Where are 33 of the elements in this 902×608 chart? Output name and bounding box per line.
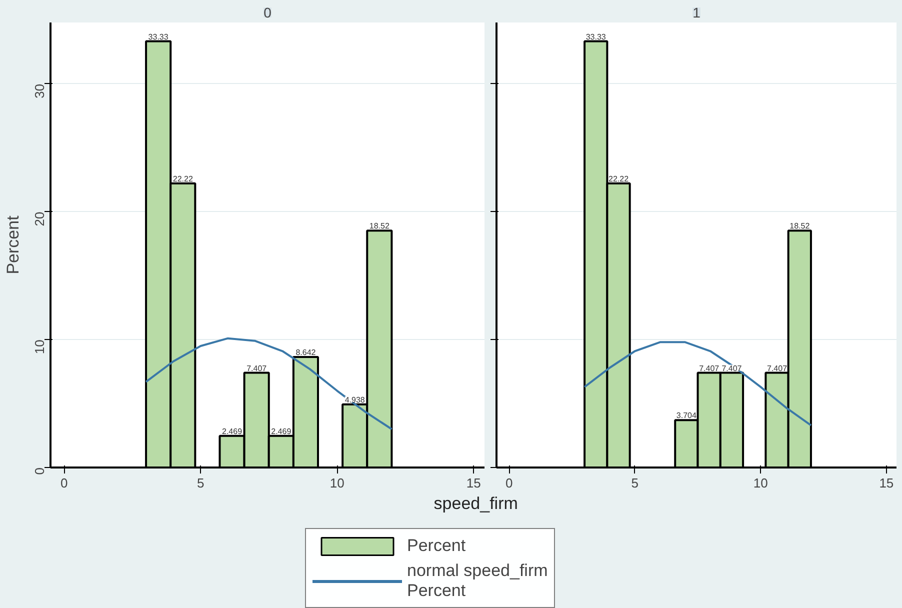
y-tick-label: 0: [32, 467, 47, 475]
chart-title: 1: [692, 4, 701, 20]
data-label: 22.22: [608, 174, 630, 184]
data-label: 8.642: [296, 348, 316, 357]
data-label: 3.704: [676, 411, 697, 420]
data-label: 33.33: [148, 32, 169, 42]
data-label: 2.469: [222, 426, 243, 436]
data-label: 2.469: [271, 426, 292, 436]
y-tick-label: 30: [32, 84, 47, 98]
x-axis-title: speed_firm: [434, 494, 518, 514]
x-tick-label: 10: [753, 476, 768, 490]
x-tick-label: 15: [879, 476, 894, 490]
text: normal speed_firm Percent: [407, 561, 548, 601]
x-tick-label: 0: [505, 476, 513, 490]
y-tick-label: 20: [32, 212, 47, 226]
x-tick-label: 5: [631, 476, 638, 490]
y-axis-title: Percent: [4, 215, 22, 274]
data-label: 33.33: [586, 32, 606, 42]
x-tick-label: 5: [197, 476, 204, 490]
data-label: 18.52: [369, 222, 390, 231]
data-label: 22.22: [172, 174, 194, 184]
x-tick-label: 10: [330, 476, 344, 490]
data-label: 7.407: [722, 364, 742, 373]
legend-label: Percent: [407, 536, 466, 556]
data-label: 18.52: [790, 222, 810, 231]
data-label: 7.407: [699, 364, 720, 373]
data-label: 7.407: [246, 364, 268, 373]
data-label: 7.407: [766, 364, 788, 373]
chart-title: 0: [264, 4, 272, 20]
x-tick-label: 15: [466, 476, 481, 490]
x-tick-label: 0: [60, 476, 68, 490]
y-tick-label: 10: [32, 340, 47, 354]
data-label: 4.938: [344, 395, 366, 404]
